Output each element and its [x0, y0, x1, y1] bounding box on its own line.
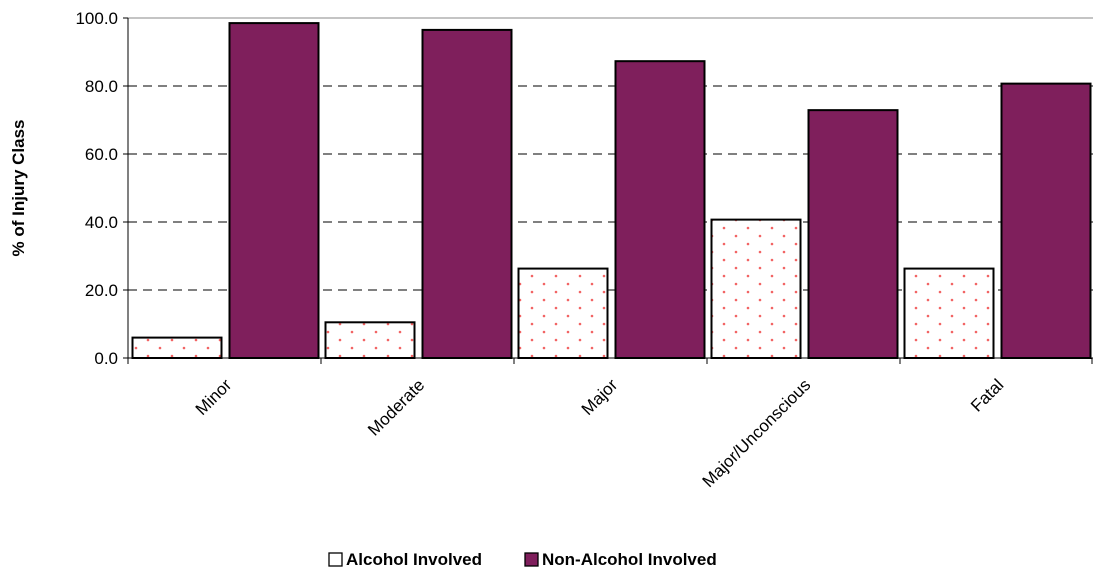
- y-tick-label: 40.0: [85, 213, 118, 232]
- y-tick-label: 20.0: [85, 281, 118, 300]
- bar-alcohol-major: [517, 267, 609, 359]
- bar-alcohol-minor: [131, 336, 223, 360]
- x-ticks: Minor Moderate Major Major/Unconscious Fatal: [127, 358, 1093, 491]
- legend-label-alcohol: Alcohol Involved: [346, 550, 482, 569]
- x-category-label: Fatal: [967, 375, 1007, 415]
- x-category-label: Major: [578, 375, 622, 419]
- bar-non-alcohol-fatal: [1000, 82, 1092, 360]
- x-category-label: Moderate: [364, 375, 428, 439]
- legend-swatch-non-alcohol: [524, 552, 539, 567]
- x-category-label: Major/Unconscious: [699, 375, 815, 491]
- bar-alcohol-major-unconscious: [710, 218, 802, 359]
- bar-non-alcohol-major: [614, 60, 706, 360]
- y-ticks: 0.0 20.0 40.0 60.0 80.0 100.0: [75, 9, 128, 368]
- bar-non-alcohol-minor: [228, 22, 320, 359]
- y-tick-label: 80.0: [85, 77, 118, 96]
- legend: Alcohol Involved Non-Alcohol Involved: [328, 550, 717, 569]
- bars: [131, 22, 1092, 360]
- y-tick-label: 100.0: [75, 9, 118, 28]
- y-tick-label: 0.0: [94, 349, 118, 368]
- legend-swatch-alcohol: [328, 552, 343, 567]
- legend-label-non-alcohol: Non-Alcohol Involved: [542, 550, 717, 569]
- y-tick-label: 60.0: [85, 145, 118, 164]
- gridlines: [128, 17, 1093, 291]
- bar-alcohol-moderate: [324, 321, 416, 359]
- bar-alcohol-fatal: [903, 267, 995, 359]
- bar-non-alcohol-major-unconscious: [807, 109, 899, 359]
- bar-non-alcohol-moderate: [421, 28, 513, 360]
- x-category-label: Minor: [192, 375, 236, 419]
- y-axis-title: % of Injury Class: [9, 120, 28, 257]
